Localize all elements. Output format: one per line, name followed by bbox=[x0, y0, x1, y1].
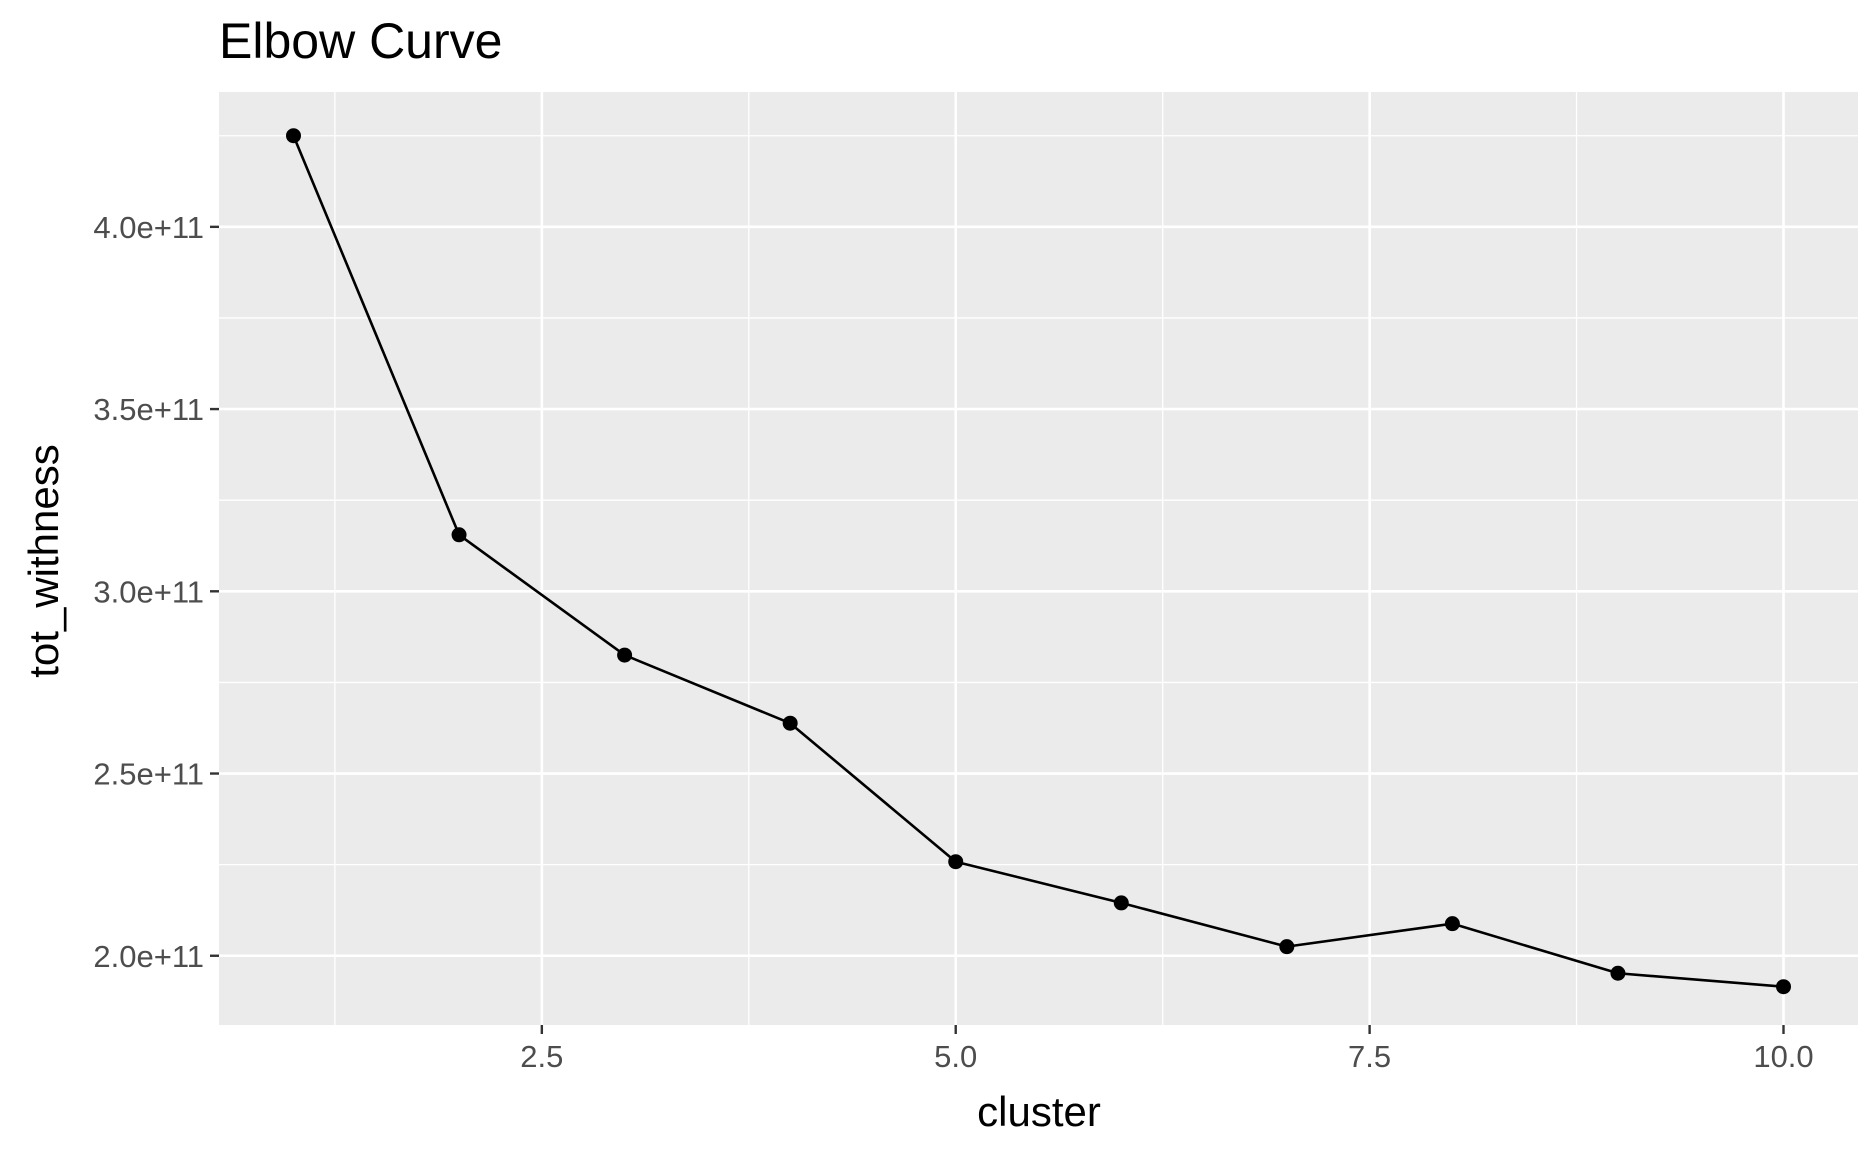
x-tick-label: 5.0 bbox=[934, 1039, 977, 1074]
data-point bbox=[286, 128, 301, 144]
y-tick-label: 3.0e+11 bbox=[93, 574, 204, 609]
series-line bbox=[292, 135, 1784, 989]
chart-title: Elbow Curve bbox=[219, 13, 502, 69]
y-axis-title: tot_withness bbox=[20, 444, 67, 677]
y-tick-label: 4.0e+11 bbox=[93, 210, 204, 245]
data-point bbox=[1279, 939, 1295, 955]
series-layer bbox=[286, 128, 1791, 995]
x-tick-label: 7.5 bbox=[1348, 1039, 1391, 1074]
data-point bbox=[451, 527, 467, 543]
data-point bbox=[782, 715, 798, 731]
x-axis-title: cluster bbox=[977, 1088, 1101, 1135]
minor-gridlines bbox=[219, 92, 1858, 1025]
data-point bbox=[1113, 895, 1129, 911]
x-tick-label: 2.5 bbox=[520, 1039, 563, 1074]
data-point bbox=[617, 647, 633, 663]
y-axis: 2.0e+11 2.5e+11 3.0e+11 3.5e+11 4.0e+11 bbox=[93, 210, 219, 974]
y-tick-label: 2.5e+11 bbox=[93, 757, 204, 792]
y-tick-label: 2.0e+11 bbox=[93, 939, 204, 974]
plot-panel bbox=[219, 92, 1858, 1025]
y-tick-label: 3.5e+11 bbox=[93, 392, 204, 427]
x-tick-label: 10.0 bbox=[1753, 1039, 1813, 1074]
data-point bbox=[1444, 916, 1460, 932]
data-point bbox=[948, 854, 964, 870]
data-point bbox=[1776, 979, 1791, 995]
data-point bbox=[1610, 965, 1626, 981]
x-axis: 2.5 5.0 7.5 10.0 bbox=[520, 1025, 1814, 1074]
major-gridlines bbox=[219, 92, 1858, 1025]
